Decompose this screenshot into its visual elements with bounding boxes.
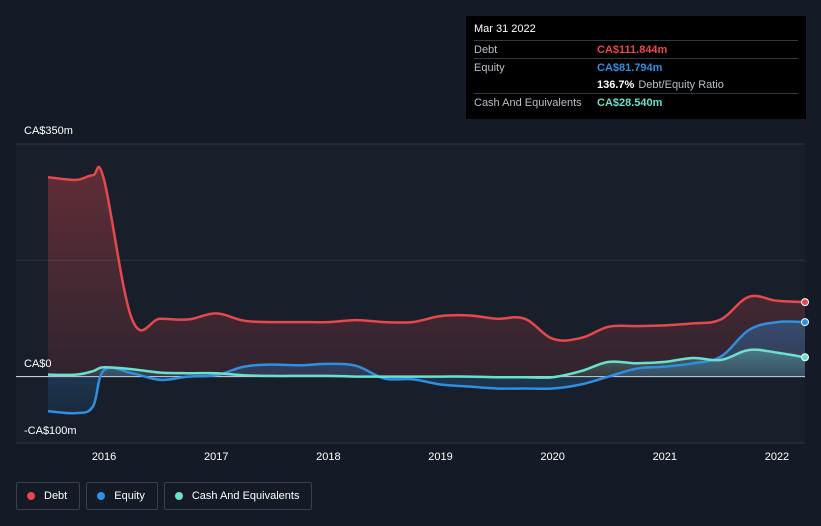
y-tick-label-bottom: -CA$100m bbox=[24, 425, 77, 437]
tooltip-debt-value: CA$111.844m bbox=[597, 43, 668, 56]
legend-item-cash[interactable]: Cash And Equivalents bbox=[163, 482, 313, 510]
tooltip-debt-row: Debt CA$111.844m bbox=[474, 40, 798, 58]
series-end-points bbox=[801, 298, 809, 362]
x-tick-label: 2021 bbox=[652, 451, 678, 463]
tooltip-cash-row: Cash And Equivalents CA$28.540m bbox=[474, 93, 798, 111]
equity-dot-icon bbox=[97, 492, 106, 500]
legend-label-cash: Cash And Equivalents bbox=[191, 490, 300, 502]
tooltip-date: Mar 31 2022 bbox=[474, 23, 536, 35]
x-tick-label: 2019 bbox=[428, 451, 453, 463]
tooltip-equity-label: Equity bbox=[474, 61, 505, 74]
legend-item-debt[interactable]: Debt bbox=[16, 482, 81, 510]
series-lines bbox=[47, 165, 806, 415]
equity-end-point bbox=[801, 318, 809, 327]
tooltip-ratio-label: Debt/Equity Ratio bbox=[638, 78, 724, 91]
cash-line bbox=[47, 348, 806, 379]
equity-line bbox=[47, 320, 806, 415]
cash-dot-icon bbox=[174, 492, 183, 500]
debt-area bbox=[48, 166, 805, 377]
debt-end-point bbox=[801, 298, 809, 307]
x-tick-label: 2022 bbox=[764, 451, 790, 463]
tooltip-panel: Mar 31 2022 Debt CA$111.844m Equity CA$8… bbox=[466, 16, 806, 119]
legend-item-equity[interactable]: Equity bbox=[86, 482, 158, 510]
x-tick-label: 2017 bbox=[203, 451, 229, 463]
chart-legend: Debt Equity Cash And Equivalents bbox=[16, 482, 313, 510]
legend-label-debt: Debt bbox=[44, 490, 68, 502]
tooltip-equity-value: CA$81.794m bbox=[597, 61, 663, 74]
legend-label-equity: Equity bbox=[114, 490, 145, 502]
tooltip-equity-row: Equity CA$81.794m bbox=[474, 58, 798, 76]
debt-line bbox=[47, 165, 806, 342]
tooltip-ratio-value: 136.7% bbox=[597, 78, 635, 91]
x-tick-label: 2018 bbox=[316, 451, 341, 463]
tooltip-debt-label: Debt bbox=[474, 43, 498, 56]
tooltip-cash-value: CA$28.540m bbox=[597, 96, 663, 109]
tooltip-cash-label: Cash And Equivalents bbox=[474, 96, 582, 109]
x-tick-label: 2016 bbox=[91, 451, 117, 463]
y-tick-label-top: CA$350m bbox=[24, 125, 73, 137]
debt-dot-icon bbox=[27, 492, 35, 500]
tooltip-ratio-row: 136.7% Debt/Equity Ratio bbox=[474, 76, 798, 93]
cash-area bbox=[48, 349, 805, 378]
cash-end-point bbox=[801, 353, 809, 362]
y-tick-label-zero: CA$0 bbox=[24, 358, 52, 370]
x-tick-label: 2020 bbox=[540, 451, 565, 463]
plot-background-highlight bbox=[16, 144, 805, 443]
